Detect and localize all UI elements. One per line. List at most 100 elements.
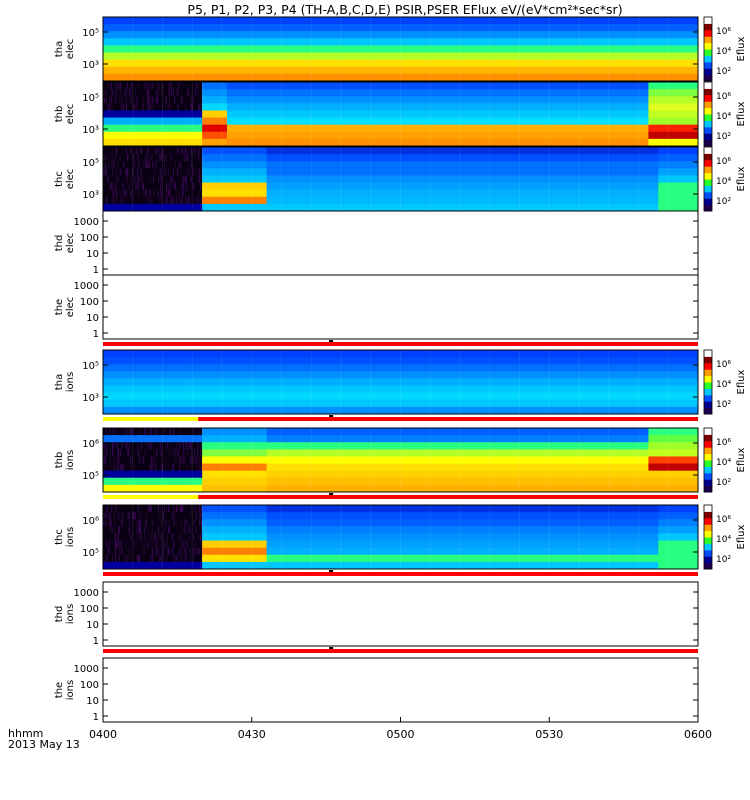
noise-streak xyxy=(151,103,153,111)
spectrogram-cell xyxy=(103,435,203,443)
noise-streak xyxy=(169,189,171,197)
spectrogram-cell xyxy=(103,124,203,133)
noise-streak xyxy=(156,147,158,155)
noise-streak xyxy=(166,533,168,541)
noise-streak xyxy=(121,196,123,204)
noise-streak xyxy=(168,189,170,197)
noise-streak xyxy=(182,182,184,190)
spectrogram-cell xyxy=(226,138,649,147)
colorbar-segment xyxy=(704,375,712,383)
noise-streak xyxy=(116,533,118,541)
colorbar-label: Eflux xyxy=(736,101,747,126)
noise-streak xyxy=(103,519,105,527)
noise-streak xyxy=(126,428,128,436)
noise-streak xyxy=(176,505,178,513)
colorbar-segment xyxy=(704,562,712,570)
noise-streak xyxy=(117,456,119,464)
spectrogram-cell xyxy=(658,547,699,556)
noise-streak xyxy=(107,547,109,555)
noise-streak xyxy=(111,505,113,513)
spectrogram-cell xyxy=(266,161,659,169)
noise-streak xyxy=(109,182,111,190)
noise-streak xyxy=(138,175,140,183)
spectrogram-cell xyxy=(103,350,699,358)
noise-streak xyxy=(189,533,191,541)
y-axis-label: thd xyxy=(54,235,65,252)
spectrogram-cell xyxy=(658,540,699,549)
spectrogram-cell xyxy=(266,519,659,527)
noise-streak xyxy=(115,89,117,97)
noise-streak xyxy=(200,505,202,513)
noise-streak xyxy=(201,540,203,548)
noise-streak xyxy=(150,428,152,436)
noise-streak xyxy=(164,161,166,169)
noise-streak xyxy=(187,442,189,450)
spectrogram-noise-cell xyxy=(103,182,203,191)
noise-streak xyxy=(168,82,170,90)
noise-streak xyxy=(169,175,171,183)
spectrogram-cell xyxy=(103,477,203,486)
panel-tha-elec: 10⁵ 10³ tha elec 10⁶ 10⁴ 10² Eflux xyxy=(54,16,747,82)
y-axis-label: thc xyxy=(54,171,65,187)
noise-streak xyxy=(163,512,165,520)
noise-streak xyxy=(185,103,187,111)
noise-streak xyxy=(126,442,128,450)
y-axis-label: ions xyxy=(65,450,76,470)
noise-streak xyxy=(155,147,157,155)
noise-streak xyxy=(145,189,147,197)
noise-streak xyxy=(199,463,201,471)
y-tick-label: 10⁵ xyxy=(82,548,99,559)
noise-streak xyxy=(107,175,109,183)
spectrogram-cell xyxy=(202,131,228,140)
noise-streak xyxy=(111,154,113,162)
colorbar-segment xyxy=(704,191,712,199)
spectrogram-cell xyxy=(648,96,699,104)
y-axis-label: elec xyxy=(65,297,76,318)
panel-background xyxy=(103,582,698,646)
noise-streak xyxy=(117,175,119,183)
spectrogram-cell xyxy=(202,175,268,184)
y-axis-label: elec xyxy=(65,104,76,125)
noise-streak xyxy=(130,96,132,104)
noise-streak xyxy=(145,154,147,162)
colorbar-segment xyxy=(704,356,712,364)
noise-streak xyxy=(137,154,139,162)
colorbar-label: Eflux xyxy=(736,166,747,191)
noise-streak xyxy=(164,505,166,513)
noise-streak xyxy=(117,449,119,457)
noise-streak xyxy=(160,196,162,204)
noise-streak xyxy=(147,526,149,534)
noise-streak xyxy=(164,526,166,534)
spectrogram-cell xyxy=(266,456,649,465)
noise-streak xyxy=(126,82,128,90)
noise-streak xyxy=(116,505,118,513)
colorbar-segment xyxy=(704,153,712,161)
noise-streak xyxy=(194,449,196,457)
noise-streak xyxy=(121,96,123,104)
noise-streak xyxy=(160,189,162,197)
noise-streak xyxy=(143,526,145,534)
noise-streak xyxy=(150,554,152,562)
colorbar-segment xyxy=(704,101,712,109)
noise-streak xyxy=(132,168,134,176)
colorbar-tick-label: 10⁴ xyxy=(716,177,731,187)
noise-streak xyxy=(168,526,170,534)
noise-streak xyxy=(109,519,111,527)
spectrogram-noise-cell xyxy=(103,428,203,436)
noise-streak xyxy=(111,554,113,562)
noise-streak xyxy=(195,168,197,176)
noise-streak xyxy=(199,196,201,204)
noise-streak xyxy=(138,189,140,197)
noise-streak xyxy=(114,547,116,555)
noise-streak xyxy=(174,449,176,457)
noise-streak xyxy=(180,554,182,562)
spectrogram-cell xyxy=(202,154,268,162)
noise-streak xyxy=(173,519,175,527)
noise-streak xyxy=(181,505,183,513)
noise-streak xyxy=(168,442,170,450)
panel-frame xyxy=(102,427,699,493)
noise-streak xyxy=(180,519,182,527)
spectrogram-cell xyxy=(202,124,228,133)
noise-streak xyxy=(148,89,150,97)
noise-streak xyxy=(119,96,121,104)
